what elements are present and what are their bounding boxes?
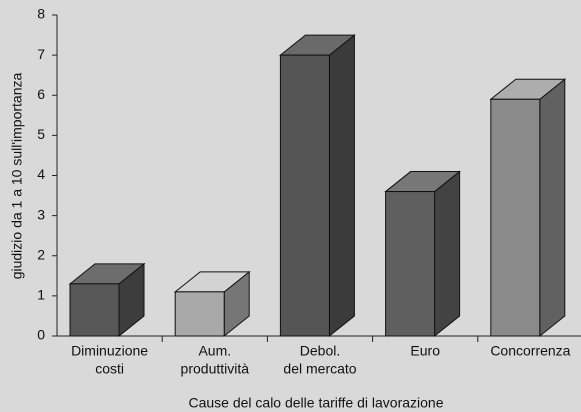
y-axis-label: giudizio da 1 a 10 sull'importanza <box>9 73 25 280</box>
bar-side <box>539 78 566 338</box>
bar-side <box>434 170 461 338</box>
x-tick-label: Euro <box>410 343 440 359</box>
bar <box>174 291 225 337</box>
bar <box>490 98 541 337</box>
y-tick-label: 7 <box>37 46 45 62</box>
x-tick-label: Debol. <box>300 343 340 359</box>
y-tick-label: 4 <box>37 166 45 182</box>
x-axis-label: Cause del calo delle tariffe di lavorazi… <box>188 395 443 411</box>
y-tick-label: 1 <box>37 287 45 303</box>
y-tick-label: 0 <box>37 327 45 343</box>
x-tick-label: Aum. <box>198 343 231 359</box>
bar-side <box>328 34 355 338</box>
y-tick-label: 8 <box>37 6 45 22</box>
y-tick-label: 5 <box>37 126 45 142</box>
y-tick-label: 2 <box>37 246 45 262</box>
x-tick-label: Concorrenza <box>490 343 570 359</box>
y-tick-label: 6 <box>37 86 45 102</box>
bar <box>69 283 120 337</box>
x-tick-label: Diminuzione <box>71 343 148 359</box>
bar <box>279 54 330 337</box>
y-tick-label: 3 <box>37 206 45 222</box>
x-tick-label: produttività <box>181 361 250 377</box>
x-tick-label: del mercato <box>283 361 356 377</box>
x-tick-label: costi <box>95 361 124 377</box>
bar <box>385 191 436 337</box>
